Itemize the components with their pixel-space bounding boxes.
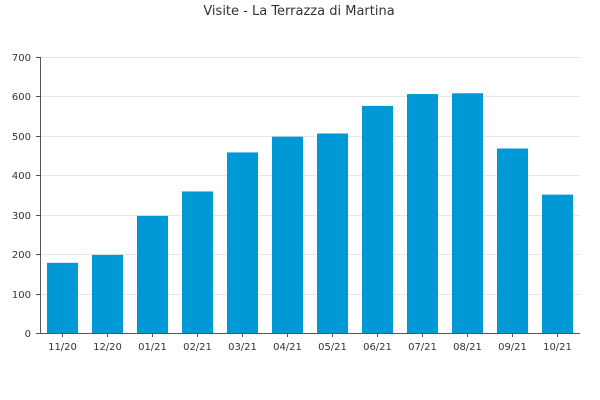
chart-title: Visite - La Terrazza di Martina [203,4,394,19]
bar [181,191,214,333]
y-tick-label: 700 [12,53,31,64]
x-tick-label: 12/20 [93,342,122,353]
x-tick-label: 07/21 [408,342,437,353]
bar [91,254,124,333]
bar [226,152,259,333]
x-tick-label: 06/21 [363,342,392,353]
y-axis-ticks: 0 100 200 300 400 500 600 700 [12,53,40,340]
y-tick-label: 300 [12,211,31,222]
y-tick-label: 500 [12,132,31,143]
bars [46,93,574,334]
bar [541,194,574,333]
bar [271,136,304,333]
bar [361,105,394,333]
y-tick-label: 200 [12,250,31,261]
x-tick-label: 11/20 [48,342,77,353]
x-tick-label: 04/21 [273,342,302,353]
x-tick-label: 01/21 [138,342,167,353]
bar [316,133,349,333]
bar [406,94,439,333]
x-tick-label: 05/21 [318,342,347,353]
gridlines [40,57,580,295]
bar [46,262,79,333]
y-tick-label: 100 [12,290,31,301]
x-tick-label: 09/21 [498,342,527,353]
y-tick-label: 0 [25,329,31,340]
bar [496,148,529,333]
bar [136,215,169,333]
x-axis-ticks: 11/20 12/20 01/21 02/21 03/21 04/21 05/21 06/21… [48,333,572,353]
axes [40,57,580,334]
x-tick-label: 10/21 [543,342,572,353]
x-tick-label: 02/21 [183,342,212,353]
y-tick-label: 600 [12,92,31,103]
x-tick-label: 03/21 [228,342,257,353]
y-tick-label: 400 [12,171,31,182]
bar [451,93,484,334]
x-tick-label: 08/21 [453,342,482,353]
